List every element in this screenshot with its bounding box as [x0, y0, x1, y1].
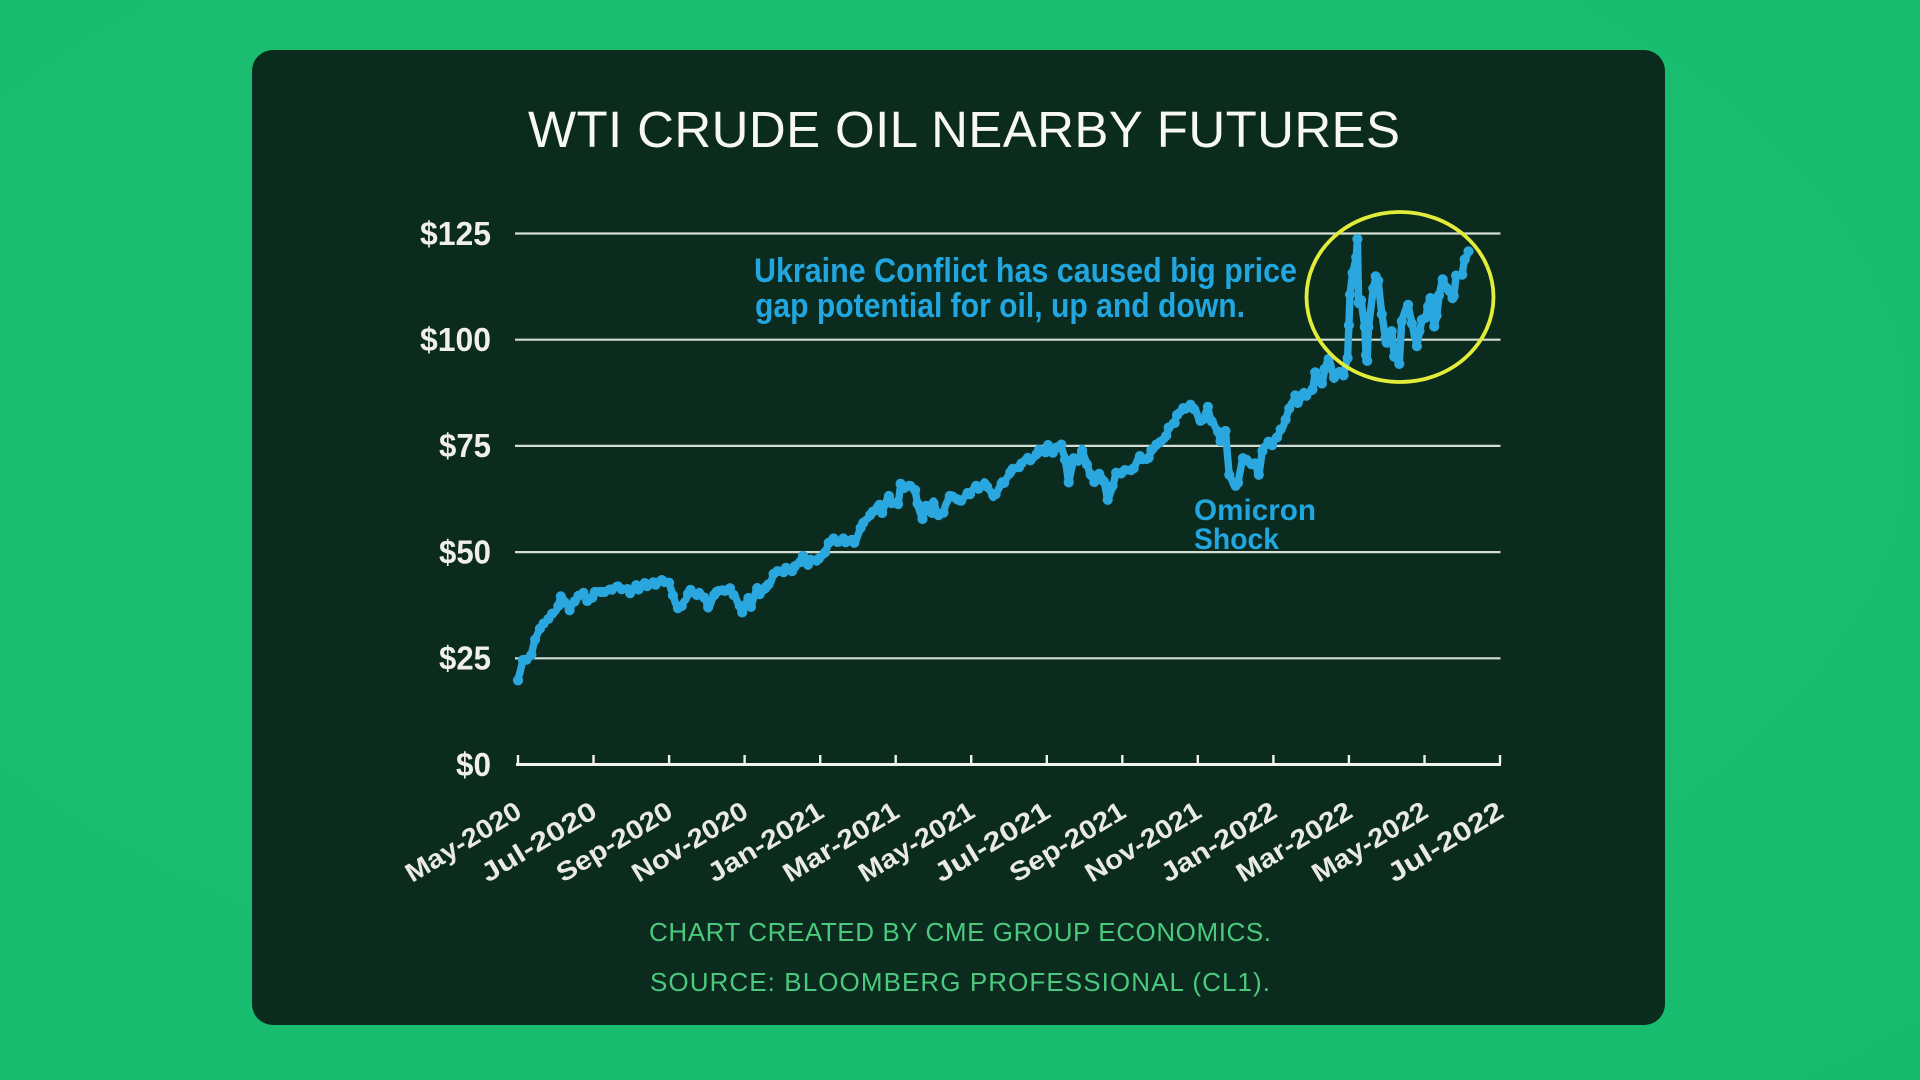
- svg-text:$75: $75: [439, 427, 491, 464]
- svg-text:$100: $100: [420, 321, 491, 358]
- svg-text:CHART CREATED BY CME GROUP ECO: CHART CREATED BY CME GROUP ECONOMICS.: [649, 917, 1271, 947]
- svg-text:$0: $0: [456, 746, 491, 783]
- svg-text:SOURCE: BLOOMBERG PROFESSIONAL: SOURCE: BLOOMBERG PROFESSIONAL (CL1).: [650, 967, 1270, 997]
- svg-text:Ukraine Conflict has caused bi: Ukraine Conflict has caused big price: [754, 252, 1297, 290]
- svg-text:Omicron: Omicron: [1194, 494, 1316, 527]
- svg-text:$125: $125: [420, 215, 491, 252]
- svg-text:$50: $50: [439, 533, 491, 570]
- svg-text:Shock: Shock: [1194, 523, 1279, 556]
- svg-text:WTI CRUDE OIL NEARBY FUTURES: WTI CRUDE OIL NEARBY FUTURES: [528, 101, 1400, 158]
- svg-text:gap potential for oil, up and: gap potential for oil, up and down.: [755, 287, 1245, 325]
- svg-text:$25: $25: [439, 640, 491, 677]
